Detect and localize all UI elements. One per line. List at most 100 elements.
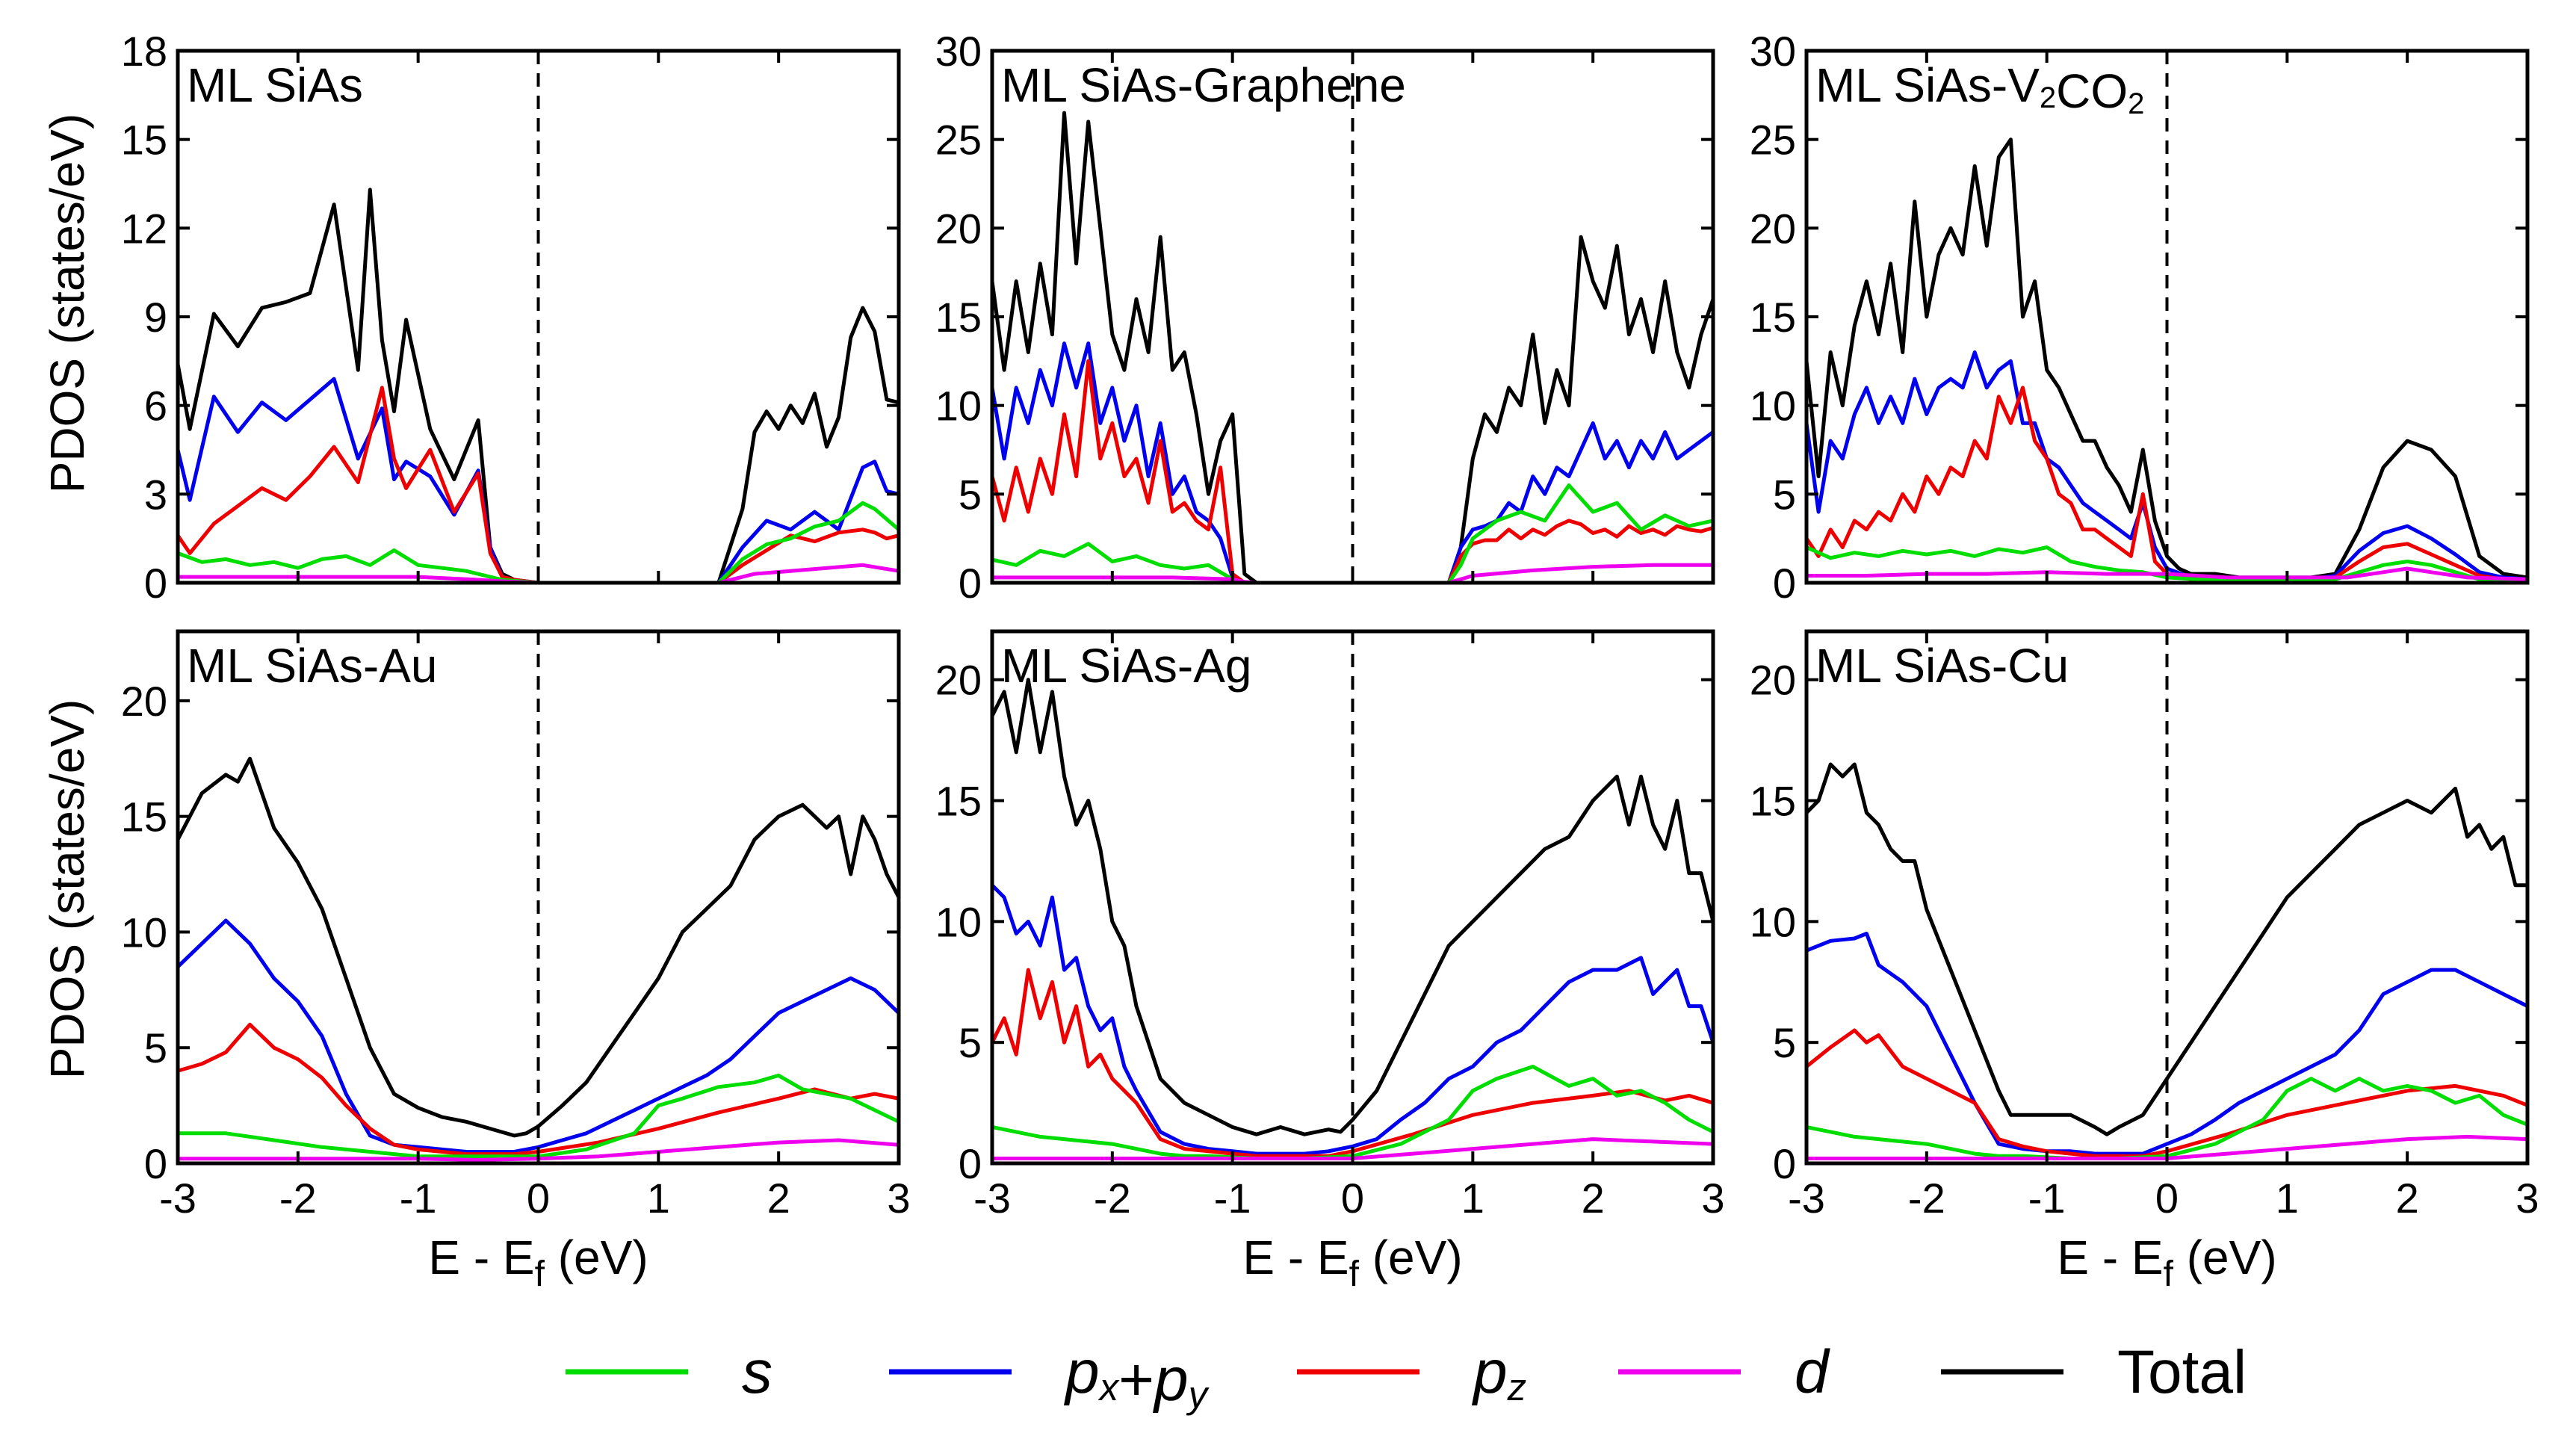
y-tick-label: 10: [1750, 383, 1796, 430]
series-total: [992, 678, 1713, 1136]
y-tick-label: 25: [935, 117, 982, 164]
series-group: [1806, 137, 2527, 583]
series-pxpy: [1806, 350, 2527, 581]
x-tick-label: 3: [887, 1175, 910, 1222]
y-tick-label: 0: [144, 560, 167, 607]
series-d: [992, 563, 1713, 583]
panel-title: ML SiAs-Au: [187, 639, 438, 693]
series-pxpy: [178, 377, 899, 583]
y-tick-label: 20: [1750, 657, 1796, 704]
series-total: [992, 111, 1713, 583]
x-tick-label: 1: [647, 1175, 670, 1222]
panel-title: ML SiAs-Ag: [1001, 639, 1252, 693]
y-tick-label: 0: [959, 560, 982, 607]
x-tick-label: 3: [2515, 1175, 2539, 1222]
panel-5: 0 5 10 15 20 -3 -2 -1 0 1 2 3 ML SiAs-Ag: [935, 629, 1725, 1222]
series-s: [992, 483, 1713, 583]
y-tick-label: 6: [144, 383, 167, 430]
x-tick-label: -2: [1908, 1175, 1945, 1222]
x-tick-label: -1: [1214, 1175, 1251, 1222]
series-total: [1806, 137, 2527, 580]
series-pz: [1806, 1028, 2527, 1158]
x-tick-label: 2: [1582, 1175, 1605, 1222]
series-pxpy: [992, 341, 1713, 583]
y-tick-label: 5: [144, 1024, 167, 1071]
y-tick-label: 20: [1750, 205, 1796, 252]
legend-label: px+py: [1063, 1338, 1210, 1416]
x-axis-label: E - Ef (eV): [1242, 1231, 1462, 1294]
series-s: [1806, 1077, 2527, 1160]
panel-3: 0 5 10 15 20 25 30 ML SiAs-V2CO2: [1750, 28, 2530, 607]
series-pz: [178, 1022, 899, 1157]
y-tick-label: 10: [121, 909, 167, 956]
x-tick-label: -1: [400, 1175, 437, 1222]
y-tick-label: 5: [959, 1019, 982, 1066]
xlabels: E - Ef (eV) E - Ef (eV) E - Ef (eV): [428, 1231, 2276, 1294]
y-tick-label: 30: [1750, 28, 1796, 75]
series-pz: [992, 968, 1713, 1158]
series-d: [1806, 1134, 2527, 1160]
x-tick-label: 0: [1341, 1175, 1364, 1222]
ylabel-top: PDOS (states/eV): [40, 114, 94, 494]
x-tick-label: 2: [767, 1175, 790, 1222]
x-tick-label: 0: [2155, 1175, 2179, 1222]
series-group: [992, 678, 1713, 1160]
y-tick-label: 15: [1750, 778, 1796, 825]
y-tick-label: 15: [121, 793, 167, 841]
x-tick-label: 3: [1701, 1175, 1724, 1222]
panel-2: 0 5 10 15 20 25 30 ML SiAs-Graphene: [935, 28, 1715, 607]
series-s: [178, 1073, 899, 1159]
series-group: [992, 111, 1713, 583]
y-tick-label: 15: [1750, 294, 1796, 341]
panel-1: 0 3 6 9 12 15 18 ML SiAs: [121, 28, 901, 607]
series-d: [178, 1138, 899, 1162]
x-tick-label: 0: [527, 1175, 550, 1222]
y-tick-label: 20: [121, 678, 167, 725]
x-tick-label: -2: [279, 1175, 317, 1222]
x-tick-label: 1: [1461, 1175, 1484, 1222]
series-pxpy: [992, 883, 1713, 1156]
y-tick-label: 20: [935, 657, 982, 704]
y-tick-label: 10: [1750, 898, 1796, 945]
legend-label: d: [1795, 1338, 1830, 1406]
panel-title: ML SiAs-Graphene: [1001, 58, 1406, 112]
y-tick-label: 15: [121, 117, 167, 164]
panel-title: ML SiAs: [187, 58, 363, 112]
legend-label: s: [742, 1338, 773, 1406]
x-tick-label: 1: [2276, 1175, 2299, 1222]
series-d: [992, 1137, 1713, 1160]
series-total: [1806, 762, 2527, 1136]
x-tick-label: -3: [1788, 1175, 1825, 1222]
y-tick-label: 15: [935, 294, 982, 341]
legend-item-d: d: [1618, 1338, 1830, 1406]
series-pz: [178, 386, 899, 583]
series-s: [178, 501, 899, 583]
legend-item-s: s: [566, 1338, 773, 1406]
x-axis-label: E - Ef (eV): [428, 1231, 648, 1294]
series-group: [1806, 762, 2527, 1160]
y-tick-label: 15: [935, 778, 982, 825]
series-pxpy: [1806, 932, 2527, 1156]
y-tick-label: 18: [121, 28, 167, 75]
series-pz: [992, 359, 1713, 583]
x-tick-label: -3: [973, 1175, 1011, 1222]
y-tick-label: 25: [1750, 117, 1796, 164]
y-tick-label: 20: [935, 205, 982, 252]
series-d: [1806, 566, 2527, 581]
x-tick-label: -2: [1094, 1175, 1131, 1222]
y-tick-label: 12: [121, 205, 167, 252]
x-tick-label: 2: [2396, 1175, 2419, 1222]
legend: s px+py pz d Total: [566, 1338, 2247, 1416]
y-tick-label: 0: [144, 1140, 167, 1187]
legend-item-pz: pz: [1297, 1338, 1526, 1408]
x-tick-label: -1: [2028, 1175, 2066, 1222]
y-tick-label: 0: [959, 1140, 982, 1187]
series-pz: [1806, 386, 2527, 583]
y-tick-label: 9: [144, 294, 167, 341]
legend-item-total: Total: [1941, 1338, 2247, 1406]
legend-label: pz: [1471, 1338, 1526, 1408]
y-tick-label: 0: [1773, 1140, 1796, 1187]
y-tick-label: 5: [1773, 471, 1796, 518]
